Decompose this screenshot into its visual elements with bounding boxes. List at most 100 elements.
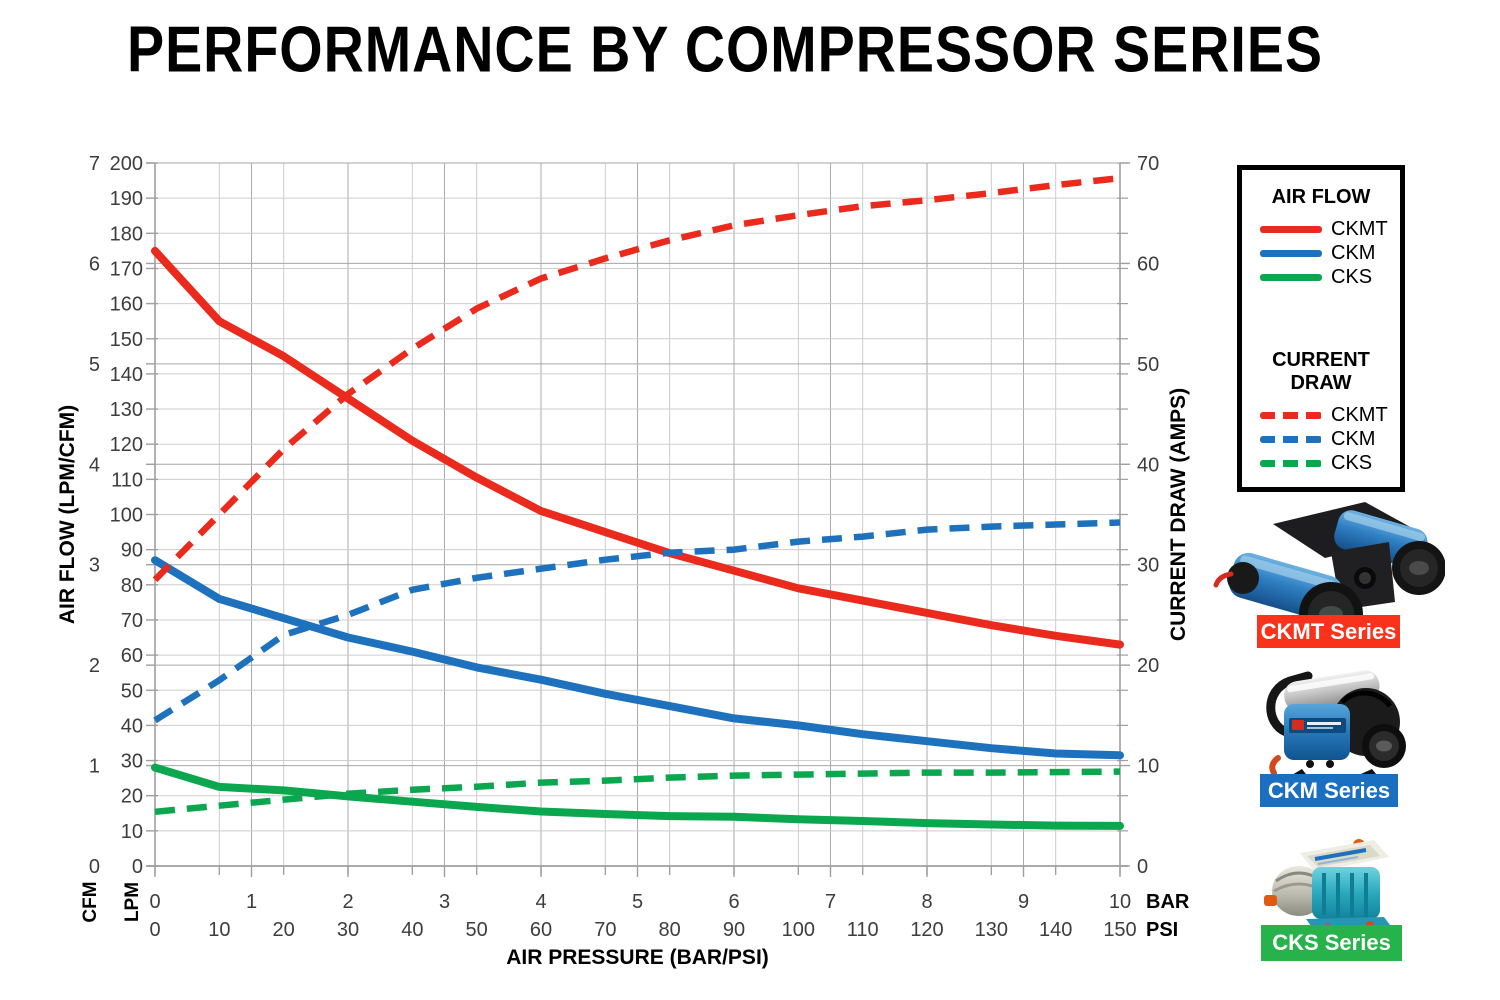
svg-text:5: 5: [89, 354, 100, 376]
svg-text:120: 120: [110, 434, 143, 456]
svg-text:100: 100: [782, 919, 815, 941]
legend-item-airflow-cks: CKS: [1242, 265, 1400, 289]
svg-text:90: 90: [723, 919, 745, 941]
chart-legend: AIR FLOW CKMT CKM CKS CURRENT DRAW CKMT: [1237, 165, 1405, 492]
legend-label-current-ckm: CKM: [1331, 428, 1376, 450]
ckmt-series-label: CKMT Series: [1257, 615, 1400, 648]
svg-text:80: 80: [121, 575, 143, 597]
svg-text:8: 8: [921, 891, 932, 913]
svg-text:7: 7: [89, 153, 100, 175]
svg-text:4: 4: [535, 891, 546, 913]
svg-text:10: 10: [1109, 891, 1131, 913]
svg-text:150: 150: [110, 329, 143, 351]
legend-label-cks: CKS: [1331, 266, 1373, 288]
svg-text:50: 50: [121, 680, 143, 702]
svg-text:50: 50: [1137, 354, 1159, 376]
svg-text:3: 3: [89, 555, 100, 577]
svg-text:2: 2: [342, 891, 353, 913]
svg-text:100: 100: [110, 505, 143, 527]
svg-text:40: 40: [121, 715, 143, 737]
svg-text:60: 60: [530, 919, 552, 941]
ckm-dashed-line-swatch: [1260, 435, 1322, 443]
svg-text:6: 6: [89, 253, 100, 275]
ckm-compressor-photo: [1266, 670, 1406, 791]
svg-text:140: 140: [1039, 919, 1072, 941]
legend-item-airflow-ckm: CKM: [1242, 241, 1400, 265]
cfm-unit-label: CFM: [80, 881, 101, 922]
legend-currentdraw-rows: CKMT CKM CKS: [1242, 403, 1400, 475]
svg-text:110: 110: [111, 469, 143, 491]
svg-text:40: 40: [401, 919, 423, 941]
svg-text:200: 200: [110, 153, 143, 175]
svg-text:40: 40: [1137, 454, 1159, 476]
svg-text:4: 4: [89, 454, 100, 476]
line-air-flow-ckmt: [151, 246, 1124, 649]
cks-dashed-line-swatch: [1260, 459, 1322, 467]
svg-text:50: 50: [466, 919, 488, 941]
svg-text:130: 130: [110, 399, 143, 421]
svg-text:110: 110: [847, 919, 879, 941]
svg-text:120: 120: [910, 919, 943, 941]
svg-text:20: 20: [121, 786, 143, 808]
svg-text:70: 70: [121, 610, 143, 632]
svg-text:PSI: PSI: [1146, 919, 1178, 941]
svg-text:10: 10: [121, 821, 143, 843]
legend-item-airflow-ckmt: CKMT: [1242, 217, 1400, 241]
svg-text:0: 0: [89, 856, 100, 878]
y-axis-right-title: CURRENT DRAW (AMPS): [1167, 388, 1190, 641]
svg-text:80: 80: [659, 919, 681, 941]
svg-text:130: 130: [975, 919, 1008, 941]
ckm-solid-line-swatch: [1260, 249, 1322, 257]
legend-label-current-ckmt: CKMT: [1331, 404, 1388, 426]
svg-text:30: 30: [337, 919, 359, 941]
svg-text:10: 10: [1137, 756, 1159, 778]
svg-text:3: 3: [439, 891, 450, 913]
legend-item-current-ckmt: CKMT: [1242, 403, 1400, 427]
ckm-product-card: CKM Series: [1260, 658, 1412, 808]
y-axis-left-title: AIR FLOW (LPM/CFM): [56, 405, 79, 624]
legend-label-ckmt: CKMT: [1331, 218, 1388, 240]
svg-text:170: 170: [110, 258, 143, 280]
x-axis-title: AIR PRESSURE (BAR/PSI): [506, 946, 769, 969]
svg-text:20: 20: [273, 919, 295, 941]
legend-item-current-ckm: CKM: [1242, 427, 1400, 451]
svg-text:0: 0: [132, 856, 143, 878]
svg-text:30: 30: [121, 751, 143, 773]
cks-solid-line-swatch: [1260, 273, 1322, 281]
line-air-flow-ckm: [151, 556, 1124, 760]
legend-airflow-heading: AIR FLOW: [1271, 186, 1371, 208]
svg-text:6: 6: [728, 891, 739, 913]
svg-text:10: 10: [208, 919, 230, 941]
ckmt-product-card: CKMT Series: [1213, 494, 1445, 656]
svg-text:70: 70: [594, 919, 616, 941]
legend-label-current-cks: CKS: [1331, 452, 1373, 474]
legend-item-current-cks: CKS: [1242, 451, 1400, 475]
cks-series-label: CKS Series: [1261, 925, 1402, 961]
line-current-draw-ckm: [153, 519, 1121, 724]
svg-text:160: 160: [110, 294, 143, 316]
svg-text:5: 5: [632, 891, 643, 913]
legend-currentdraw-heading: CURRENT DRAW: [1272, 349, 1370, 394]
svg-text:0: 0: [149, 891, 160, 913]
gridlines: [154, 162, 1121, 866]
svg-text:90: 90: [121, 540, 143, 562]
line-current-draw-ckmt: [152, 174, 1121, 583]
svg-text:7: 7: [825, 891, 836, 913]
axes: [146, 162, 1130, 877]
legend-label-ckm: CKM: [1331, 242, 1376, 264]
ckmt-compressor-photo: [1213, 502, 1445, 646]
svg-text:9: 9: [1018, 891, 1029, 913]
svg-text:1: 1: [89, 756, 100, 778]
series-lines: [151, 174, 1124, 830]
line-air-flow-cks: [151, 763, 1124, 830]
svg-text:0: 0: [149, 919, 160, 941]
svg-text:30: 30: [1137, 555, 1159, 577]
ckmt-solid-line-swatch: [1260, 225, 1322, 233]
svg-text:140: 140: [110, 364, 143, 386]
svg-text:150: 150: [1103, 919, 1136, 941]
svg-text:20: 20: [1137, 655, 1159, 677]
svg-text:60: 60: [1137, 253, 1159, 275]
svg-text:70: 70: [1137, 153, 1159, 175]
